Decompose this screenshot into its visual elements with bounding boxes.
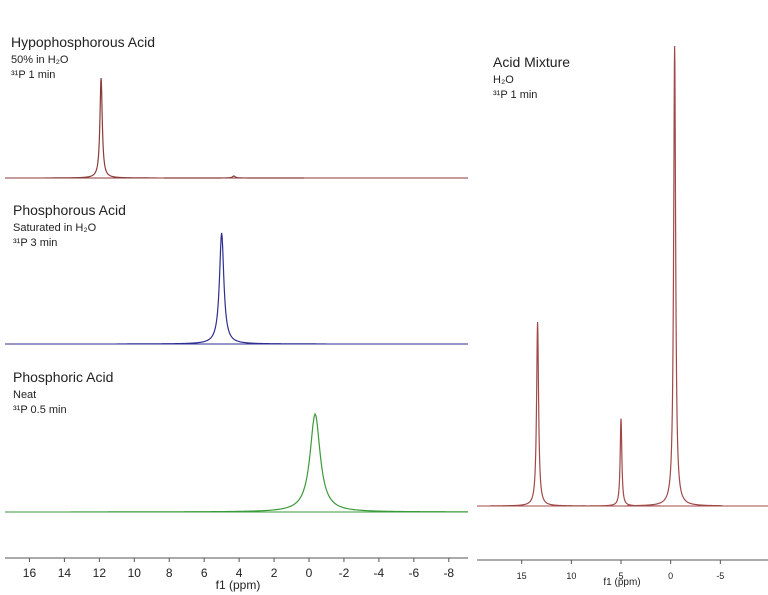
x-tick-label: 8 [166,566,173,580]
x-tick-label: -8 [443,566,454,580]
x-tick-label: -6 [409,566,420,580]
x-tick-label: -2 [339,566,350,580]
x-tick-label: 15 [517,571,527,581]
spectrum-note: Saturated in H₂O [13,222,97,234]
spectrum-title: Phosphoric Acid [13,369,113,385]
peak [163,175,304,179]
x-tick-label: 12 [93,566,107,580]
x-tick-label: 4 [236,566,243,580]
spectrum-note: ³¹P 3 min [13,237,57,249]
x-tick-label: 10 [128,566,142,580]
x-tick-label: 2 [271,566,278,580]
peak [489,321,586,507]
spectrum-note: H₂O [493,74,514,86]
x-tick-label: 10 [566,571,576,581]
spectrum-note: ³¹P 0.5 min [13,404,67,416]
spectrum-note: Neat [13,389,36,401]
x-axis-label: f1 (ppm) [603,577,640,588]
spectrum-title: Acid Mixture [493,54,570,70]
x-tick-label: 0 [306,566,313,580]
x-tick-label: 0 [668,571,673,581]
spectrum-title: Phosphorous Acid [13,202,126,218]
x-tick-label: 16 [23,566,37,580]
x-tick-label: 14 [58,566,72,580]
x-axis-label: f1 (ppm) [216,578,261,592]
peak [581,418,661,507]
x-tick-label: -5 [716,571,724,581]
peak [45,77,157,179]
spectrum-note: 50% in H₂O [11,54,69,66]
x-tick-label: 6 [201,566,208,580]
spectrum-title: Hypophosphorous Acid [11,34,155,50]
x-tick-label: 5 [619,571,624,581]
peak [626,45,723,507]
peak [70,412,468,513]
spectrum-note: ³¹P 1 min [493,89,537,101]
spectrum-note: ³¹P 1 min [11,69,55,81]
peak [116,232,327,345]
x-tick-label: -4 [374,566,385,580]
